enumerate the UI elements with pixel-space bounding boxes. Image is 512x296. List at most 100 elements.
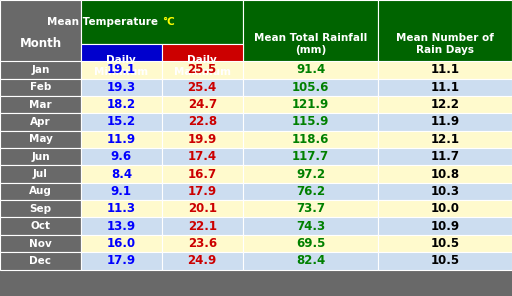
Text: 8.4: 8.4 [111,168,132,181]
Text: Daily
Minimum: Daily Minimum [94,55,148,76]
Text: Sep: Sep [29,204,52,214]
Text: 10.5: 10.5 [431,254,460,267]
Text: 9.6: 9.6 [111,150,132,163]
Text: 69.5: 69.5 [296,237,325,250]
Bar [162,96,243,113]
Bar [81,131,162,148]
Bar [81,252,162,270]
Text: 20.1: 20.1 [188,202,217,215]
Bar [0,148,81,165]
Text: May: May [29,134,52,144]
Bar [162,131,243,148]
Text: Oct: Oct [30,221,51,231]
Bar [378,252,512,270]
Bar [81,61,162,78]
Text: 24.7: 24.7 [188,98,217,111]
Bar [378,131,512,148]
Bar [243,61,378,78]
Bar [162,218,243,235]
Bar [378,183,512,200]
Text: 12.2: 12.2 [431,98,460,111]
Text: 9.1: 9.1 [111,185,132,198]
Text: 91.4: 91.4 [296,63,325,76]
Bar [162,148,243,165]
Bar [378,218,512,235]
Bar [378,61,512,78]
Bar [0,218,81,235]
Bar [81,148,162,165]
Text: 11.1: 11.1 [431,63,460,76]
Text: 18.2: 18.2 [107,98,136,111]
Text: 115.9: 115.9 [292,115,329,128]
Text: 19.9: 19.9 [187,133,217,146]
Text: Feb: Feb [30,82,51,92]
Bar [0,183,81,200]
Text: 10.5: 10.5 [431,237,460,250]
Text: Month: Month [19,37,61,50]
Bar [0,78,81,96]
Text: 10.3: 10.3 [431,185,460,198]
Bar [243,218,378,235]
Text: Dec: Dec [30,256,51,266]
Bar [162,252,243,270]
Text: 10.0: 10.0 [431,202,460,215]
Text: 25.4: 25.4 [187,81,217,94]
Bar [162,235,243,252]
Text: 73.7: 73.7 [296,202,325,215]
Text: 10.8: 10.8 [431,168,460,181]
Bar [81,218,162,235]
Bar [243,96,378,113]
Text: 17.9: 17.9 [188,185,217,198]
Text: Jul: Jul [33,169,48,179]
Bar [243,252,378,270]
Bar [378,148,512,165]
Bar [0,61,81,78]
Bar [162,183,243,200]
Text: 19.3: 19.3 [107,81,136,94]
Text: 22.1: 22.1 [188,220,217,233]
Text: 10.9: 10.9 [431,220,460,233]
Text: 17.9: 17.9 [107,254,136,267]
Bar [0,0,81,88]
Bar [378,113,512,131]
Text: °C: °C [162,17,175,27]
Text: 23.6: 23.6 [188,237,217,250]
Bar [243,200,378,218]
Text: 13.9: 13.9 [107,220,136,233]
Text: 121.9: 121.9 [292,98,329,111]
Text: 22.8: 22.8 [188,115,217,128]
Bar [81,0,243,44]
Text: 117.7: 117.7 [292,150,329,163]
Text: Aug: Aug [29,186,52,197]
Text: 16.7: 16.7 [188,168,217,181]
Text: Mean Total Rainfall
(mm): Mean Total Rainfall (mm) [254,33,367,54]
Bar [378,165,512,183]
Bar [0,165,81,183]
Text: 97.2: 97.2 [296,168,325,181]
Text: 15.2: 15.2 [107,115,136,128]
Text: 118.6: 118.6 [292,133,329,146]
Bar [243,148,378,165]
Bar [81,165,162,183]
Text: Mean Temperature: Mean Temperature [47,17,162,27]
Text: Jun: Jun [31,152,50,162]
Bar [0,113,81,131]
Text: 12.1: 12.1 [431,133,460,146]
Bar [0,252,81,270]
Text: 11.7: 11.7 [431,150,460,163]
Bar [243,131,378,148]
Text: Mean Number of
Rain Days: Mean Number of Rain Days [396,33,494,54]
Text: 105.6: 105.6 [292,81,329,94]
Bar [0,235,81,252]
Bar [0,200,81,218]
Bar [81,44,162,88]
Text: Mar: Mar [29,99,52,110]
Bar [0,131,81,148]
Text: Daily
Maximum: Daily Maximum [174,55,231,76]
Bar [81,113,162,131]
Bar [378,78,512,96]
Text: Nov: Nov [29,239,52,249]
Bar [0,96,81,113]
Bar [162,113,243,131]
Bar [243,113,378,131]
